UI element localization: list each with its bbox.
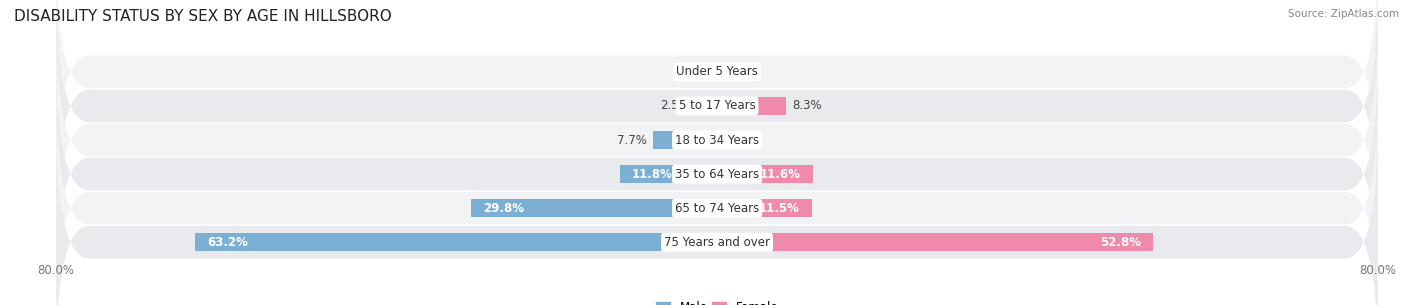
Text: Under 5 Years: Under 5 Years <box>676 66 758 78</box>
FancyBboxPatch shape <box>56 88 1378 305</box>
Text: 0.0%: 0.0% <box>724 134 754 146</box>
FancyBboxPatch shape <box>56 20 1378 260</box>
Text: 63.2%: 63.2% <box>208 236 249 249</box>
Text: 75 Years and over: 75 Years and over <box>664 236 770 249</box>
Bar <box>717 233 1153 251</box>
FancyBboxPatch shape <box>56 54 1378 294</box>
Bar <box>717 165 813 183</box>
Text: 65 to 74 Years: 65 to 74 Years <box>675 202 759 215</box>
Legend: Male, Female: Male, Female <box>651 296 783 305</box>
FancyBboxPatch shape <box>56 0 1378 192</box>
Bar <box>620 165 717 183</box>
Text: 35 to 64 Years: 35 to 64 Years <box>675 168 759 181</box>
Bar <box>654 131 717 149</box>
Text: 52.8%: 52.8% <box>1099 236 1140 249</box>
Text: 11.6%: 11.6% <box>759 168 800 181</box>
Bar <box>471 199 717 217</box>
FancyBboxPatch shape <box>56 122 1378 305</box>
Text: 8.3%: 8.3% <box>792 99 823 113</box>
Text: Source: ZipAtlas.com: Source: ZipAtlas.com <box>1288 9 1399 19</box>
Text: 2.5%: 2.5% <box>659 99 690 113</box>
Text: DISABILITY STATUS BY SEX BY AGE IN HILLSBORO: DISABILITY STATUS BY SEX BY AGE IN HILLS… <box>14 9 392 24</box>
Bar <box>717 97 786 115</box>
Bar <box>696 97 717 115</box>
Text: 5 to 17 Years: 5 to 17 Years <box>679 99 755 113</box>
Text: 11.8%: 11.8% <box>631 168 673 181</box>
Text: 0.0%: 0.0% <box>681 66 710 78</box>
Bar <box>195 233 717 251</box>
FancyBboxPatch shape <box>56 0 1378 226</box>
Text: 18 to 34 Years: 18 to 34 Years <box>675 134 759 146</box>
Text: 11.5%: 11.5% <box>759 202 800 215</box>
Text: 7.7%: 7.7% <box>617 134 647 146</box>
Text: 0.0%: 0.0% <box>724 66 754 78</box>
Text: 29.8%: 29.8% <box>484 202 524 215</box>
Bar <box>717 199 813 217</box>
